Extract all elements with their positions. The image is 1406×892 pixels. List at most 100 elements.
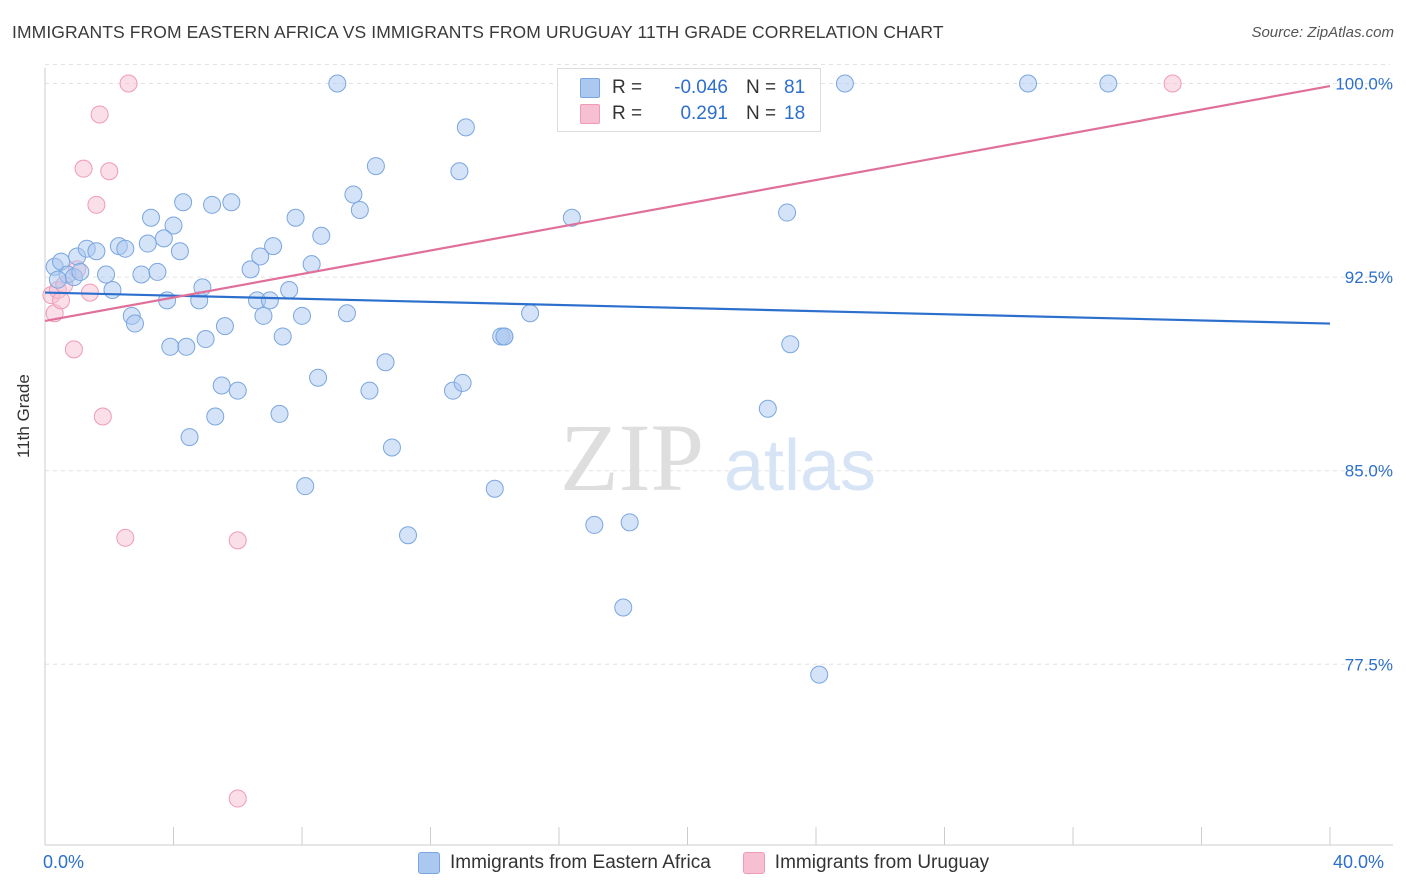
point-eastern-africa — [180, 428, 199, 447]
legend-swatch-blue — [418, 852, 440, 874]
watermark-atlas: atlas — [724, 426, 876, 506]
point-eastern-africa — [170, 242, 189, 261]
axes — [44, 68, 1393, 846]
legend-item-uruguay: Immigrants from Uruguay — [742, 852, 990, 874]
point-eastern-africa — [264, 237, 283, 256]
point-uruguay — [228, 789, 247, 808]
watermark: ZIP atlas — [560, 404, 876, 511]
legend-row-uruguay: R = 0.291 N = 18 — [580, 101, 805, 127]
y-tick-label: 92.5% — [1345, 268, 1393, 287]
point-eastern-africa — [366, 157, 385, 176]
point-eastern-africa — [495, 327, 514, 346]
point-eastern-africa — [344, 185, 363, 204]
point-eastern-africa — [280, 281, 299, 299]
point-eastern-africa — [781, 335, 800, 354]
point-eastern-africa — [614, 598, 633, 617]
point-eastern-africa — [286, 208, 305, 227]
point-eastern-africa — [360, 381, 379, 400]
chart-title: IMMIGRANTS FROM EASTERN AFRICA VS IMMIGR… — [12, 22, 944, 42]
legend-swatch-pink — [742, 852, 765, 874]
point-eastern-africa — [177, 337, 196, 356]
legend-n-label: N = — [746, 77, 777, 98]
y-axis-title: 11th Grade — [14, 374, 33, 458]
point-eastern-africa — [293, 306, 311, 325]
point-eastern-africa — [164, 216, 183, 235]
point-eastern-africa — [228, 381, 247, 400]
point-eastern-africa — [148, 262, 167, 281]
point-eastern-africa — [350, 200, 369, 219]
point-eastern-africa — [521, 304, 540, 323]
point-uruguay — [1163, 74, 1182, 93]
point-eastern-africa — [203, 195, 222, 214]
point-eastern-africa — [212, 376, 231, 395]
point-eastern-africa — [196, 330, 215, 349]
legend-row-eastern-africa: R = -0.046 N = 81 — [580, 75, 805, 101]
point-uruguay — [228, 531, 247, 550]
point-eastern-africa — [103, 281, 122, 299]
point-eastern-africa — [241, 260, 260, 279]
point-uruguay — [100, 162, 119, 181]
trend-lines — [44, 84, 1331, 325]
legend-r-label: R = — [612, 77, 643, 98]
legend-r-label: R = — [612, 103, 643, 124]
point-eastern-africa — [312, 226, 331, 245]
legend-r-value: -0.046 — [674, 77, 728, 98]
legend-swatch-blue — [580, 78, 600, 98]
point-eastern-africa — [1019, 74, 1038, 93]
point-eastern-africa — [87, 242, 106, 261]
point-eastern-africa — [48, 270, 67, 289]
legend-n-label: N = — [746, 103, 777, 124]
series-eastern-africa-points — [45, 74, 1118, 684]
x-tick-label-min: 0.0% — [43, 852, 85, 872]
point-uruguay — [87, 195, 106, 214]
point-eastern-africa — [296, 477, 315, 496]
legend-swatch-pink — [580, 104, 600, 124]
point-eastern-africa — [456, 118, 475, 137]
point-eastern-africa — [154, 229, 173, 248]
point-eastern-africa — [810, 665, 829, 684]
point-eastern-africa — [116, 239, 135, 258]
point-eastern-africa — [562, 208, 581, 227]
point-eastern-africa — [1099, 74, 1118, 93]
point-eastern-africa — [453, 373, 472, 392]
point-eastern-africa — [174, 193, 193, 212]
x-tick-label-max: 40.0% — [1333, 852, 1385, 872]
stats-legend: R = -0.046 N = 81 R = 0.291 N = 18 — [557, 68, 821, 132]
watermark-zip: ZIP — [560, 404, 704, 511]
point-eastern-africa — [485, 479, 504, 498]
point-eastern-africa — [215, 317, 234, 336]
point-eastern-africa — [778, 203, 797, 222]
point-uruguay — [64, 340, 83, 359]
point-eastern-africa — [125, 314, 144, 333]
point-uruguay — [52, 291, 71, 310]
point-eastern-africa — [328, 74, 347, 93]
trend-line-uruguay — [44, 84, 1331, 323]
gridlines — [45, 63, 1390, 665]
point-uruguay — [74, 159, 93, 178]
point-eastern-africa — [206, 407, 225, 426]
point-eastern-africa — [161, 337, 180, 356]
point-eastern-africa — [758, 399, 777, 418]
point-eastern-africa — [399, 526, 418, 545]
point-eastern-africa — [270, 404, 289, 423]
source-label: Source: ZipAtlas.com — [1251, 24, 1394, 41]
y-tick-label: 77.5% — [1345, 655, 1393, 674]
y-tick-label: 100.0% — [1335, 74, 1393, 93]
point-eastern-africa — [309, 368, 328, 387]
point-eastern-africa — [254, 306, 273, 325]
point-eastern-africa — [337, 304, 356, 323]
legend-n-value: 18 — [784, 103, 806, 124]
point-eastern-africa — [222, 193, 241, 212]
y-tick-label: 85.0% — [1345, 462, 1393, 481]
point-eastern-africa — [376, 353, 395, 372]
point-eastern-africa — [382, 438, 401, 457]
trend-line-eastern-africa — [44, 291, 1331, 325]
series-legend: Immigrants from Eastern Africa Immigrant… — [418, 852, 1021, 874]
point-eastern-africa — [97, 265, 116, 284]
point-eastern-africa — [142, 208, 161, 227]
point-eastern-africa — [585, 515, 604, 534]
point-eastern-africa — [260, 291, 279, 310]
legend-label-uruguay: Immigrants from Uruguay — [774, 852, 990, 873]
point-eastern-africa — [273, 327, 292, 346]
